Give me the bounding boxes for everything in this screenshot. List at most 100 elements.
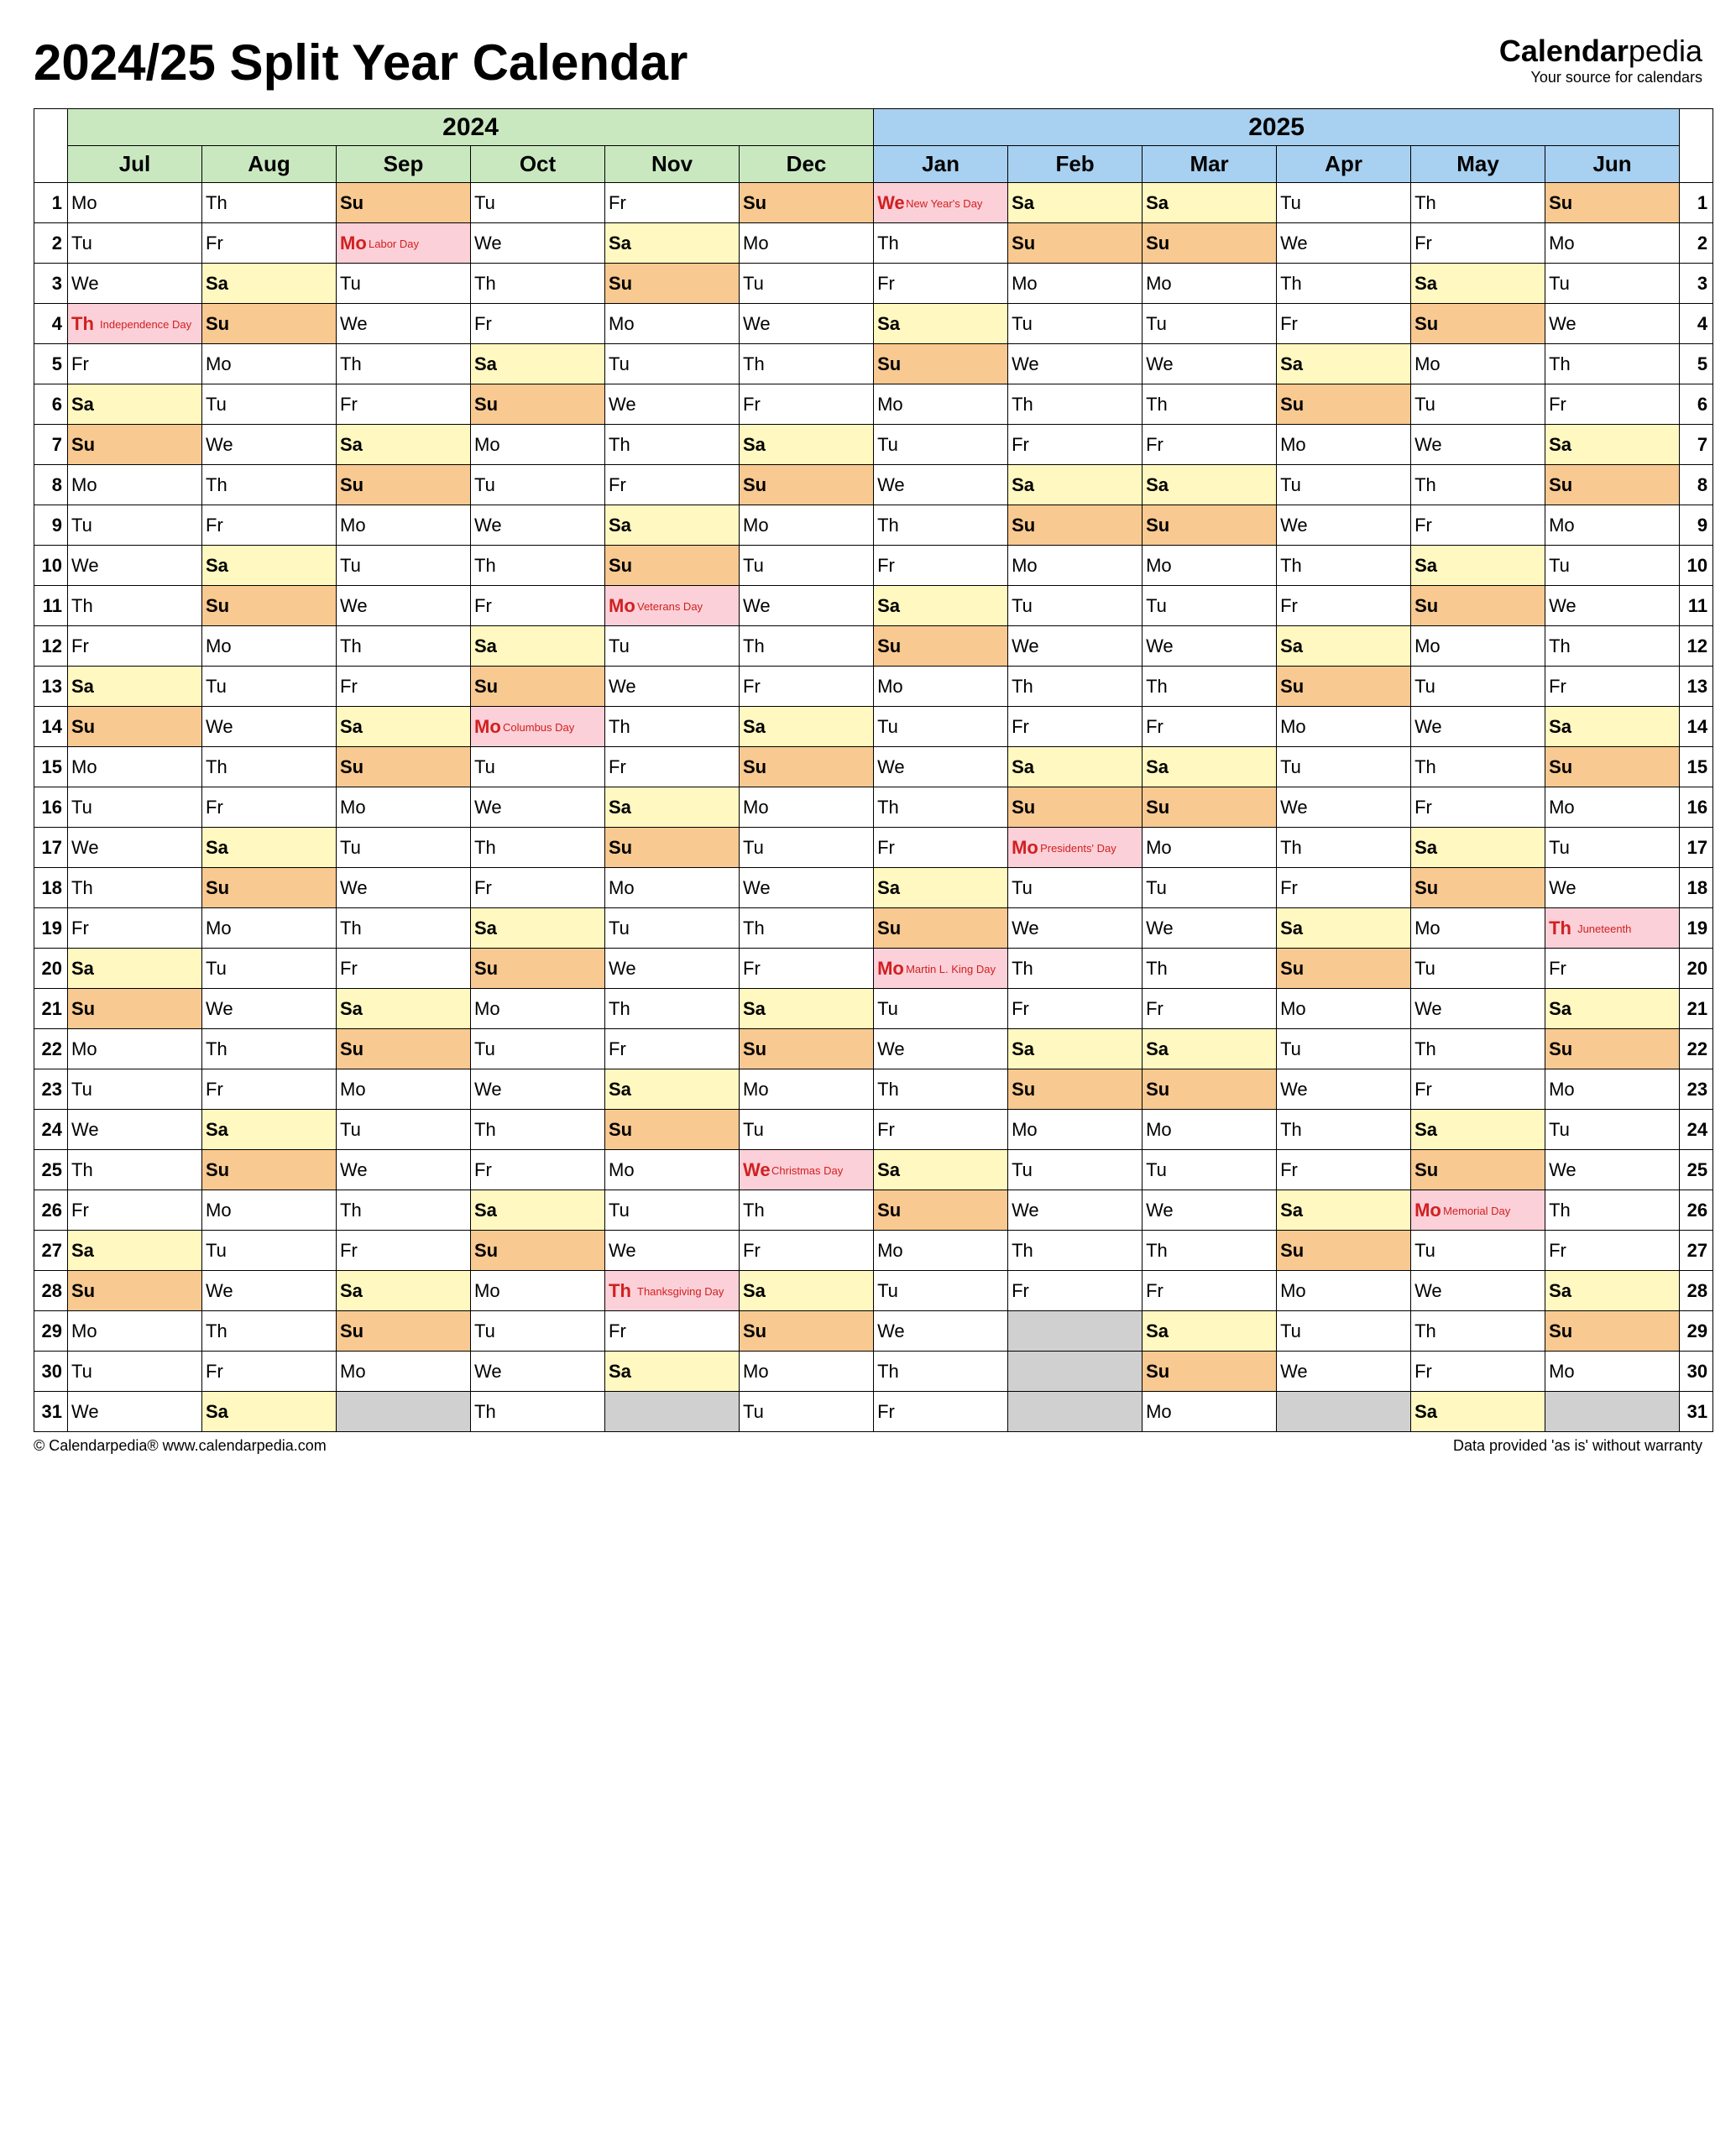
calendar-cell: Fr <box>337 949 471 989</box>
calendar-cell: Su <box>1143 1352 1277 1392</box>
calendar-cell: Mo <box>1545 1069 1680 1110</box>
calendar-cell: Tu <box>337 1110 471 1150</box>
calendar-cell: Mo <box>1008 264 1143 304</box>
calendar-cell: Th <box>1411 747 1545 787</box>
calendar-cell: Sa <box>1008 747 1143 787</box>
day-number-left: 6 <box>34 384 68 425</box>
calendar-cell: Fr <box>337 1231 471 1271</box>
calendar-cell: Fr <box>605 1311 740 1352</box>
calendar-cell: Tu <box>337 546 471 586</box>
calendar-cell: Fr <box>740 384 874 425</box>
calendar-cell: Fr <box>1008 707 1143 747</box>
calendar-cell: Mo <box>1143 264 1277 304</box>
calendar-cell: Sa <box>471 626 605 667</box>
day-number-left: 27 <box>34 1231 68 1271</box>
calendar-cell: Mo <box>1411 626 1545 667</box>
calendar-cell: Tu <box>471 1311 605 1352</box>
calendar-cell <box>337 1392 471 1432</box>
calendar-cell: We <box>202 1271 337 1311</box>
calendar-cell: Sa <box>471 908 605 949</box>
calendar-cell: Fr <box>68 1190 202 1231</box>
calendar-cell: Su <box>337 465 471 505</box>
page-title: 2024/25 Split Year Calendar <box>34 34 688 92</box>
calendar-cell: We <box>68 1392 202 1432</box>
day-number-right: 10 <box>1680 546 1713 586</box>
calendar-cell: Tu <box>740 264 874 304</box>
day-number-right: 26 <box>1680 1190 1713 1231</box>
calendar-cell: Sa <box>740 1271 874 1311</box>
calendar-cell: Sa <box>874 304 1008 344</box>
calendar-cell: Su <box>1411 1150 1545 1190</box>
calendar-cell: Fr <box>605 747 740 787</box>
calendar-cell: Su <box>1143 787 1277 828</box>
calendar-cell: Su <box>1008 223 1143 264</box>
calendar-cell: Sa <box>1545 707 1680 747</box>
calendar-cell: We <box>1008 1190 1143 1231</box>
calendar-cell: Mo <box>471 989 605 1029</box>
calendar-cell: Fr <box>1411 787 1545 828</box>
day-number-right: 7 <box>1680 425 1713 465</box>
calendar-cell: Th <box>337 1190 471 1231</box>
calendar-cell: Th <box>337 908 471 949</box>
calendar-cell: Fr <box>1143 425 1277 465</box>
holiday-label: Christmas Day <box>771 1165 843 1176</box>
calendar-cell: Fr <box>1277 586 1411 626</box>
calendar-cell: Fr <box>202 787 337 828</box>
day-number-left: 13 <box>34 667 68 707</box>
calendar-cell: Sa <box>337 989 471 1029</box>
calendar-cell: Sa <box>1411 1110 1545 1150</box>
calendar-cell: Su <box>874 626 1008 667</box>
calendar-cell: Th <box>471 546 605 586</box>
calendar-cell: Fr <box>874 1392 1008 1432</box>
day-number-left: 15 <box>34 747 68 787</box>
calendar-cell: We <box>202 707 337 747</box>
calendar-cell: Su <box>68 425 202 465</box>
calendar-cell <box>605 1392 740 1432</box>
day-number-right: 11 <box>1680 586 1713 626</box>
calendar-cell: Th <box>1411 183 1545 223</box>
calendar-cell: Su <box>1545 465 1680 505</box>
calendar-cell: Tu <box>471 1029 605 1069</box>
calendar-cell: Fr <box>337 667 471 707</box>
calendar-cell: Sa <box>202 828 337 868</box>
day-number-left: 9 <box>34 505 68 546</box>
calendar-cell: We <box>1545 1150 1680 1190</box>
calendar-cell: Fr <box>1545 1231 1680 1271</box>
month-header-apr: Apr <box>1277 146 1411 183</box>
calendar-cell: Sa <box>337 707 471 747</box>
calendar-cell: WeNew Year's Day <box>874 183 1008 223</box>
calendar-cell: Th <box>202 1029 337 1069</box>
calendar-cell: Sa <box>1008 1029 1143 1069</box>
calendar-cell: Sa <box>202 1110 337 1150</box>
calendar-cell: Tu <box>1545 264 1680 304</box>
calendar-cell: Sa <box>68 384 202 425</box>
calendar-cell: Mo <box>1277 1271 1411 1311</box>
day-number-left: 14 <box>34 707 68 747</box>
calendar-cell: Fr <box>202 1352 337 1392</box>
holiday-label: Columbus Day <box>503 722 574 733</box>
calendar-cell: Mo <box>605 304 740 344</box>
calendar-cell: Mo <box>337 787 471 828</box>
calendar-cell: Su <box>874 344 1008 384</box>
calendar-cell: We <box>1277 1352 1411 1392</box>
calendar-cell: Sa <box>1143 747 1277 787</box>
calendar-cell: Su <box>1143 505 1277 546</box>
calendar-cell: Su <box>471 1231 605 1271</box>
day-number-right: 3 <box>1680 264 1713 304</box>
calendar-cell: Tu <box>471 747 605 787</box>
day-number-left: 12 <box>34 626 68 667</box>
calendar-cell: Fr <box>740 1231 874 1271</box>
day-number-right: 17 <box>1680 828 1713 868</box>
calendar-cell: Tu <box>605 626 740 667</box>
calendar-cell: Tu <box>1411 384 1545 425</box>
calendar-cell: Mo <box>1277 425 1411 465</box>
calendar-cell: Tu <box>1277 747 1411 787</box>
calendar-cell: We <box>605 384 740 425</box>
calendar-cell: We <box>202 425 337 465</box>
day-number-left: 28 <box>34 1271 68 1311</box>
calendar-cell: Th <box>1143 667 1277 707</box>
day-number-left: 5 <box>34 344 68 384</box>
calendar-cell: Mo <box>874 1231 1008 1271</box>
calendar-cell: Sa <box>202 546 337 586</box>
calendar-cell: Fr <box>1143 1271 1277 1311</box>
